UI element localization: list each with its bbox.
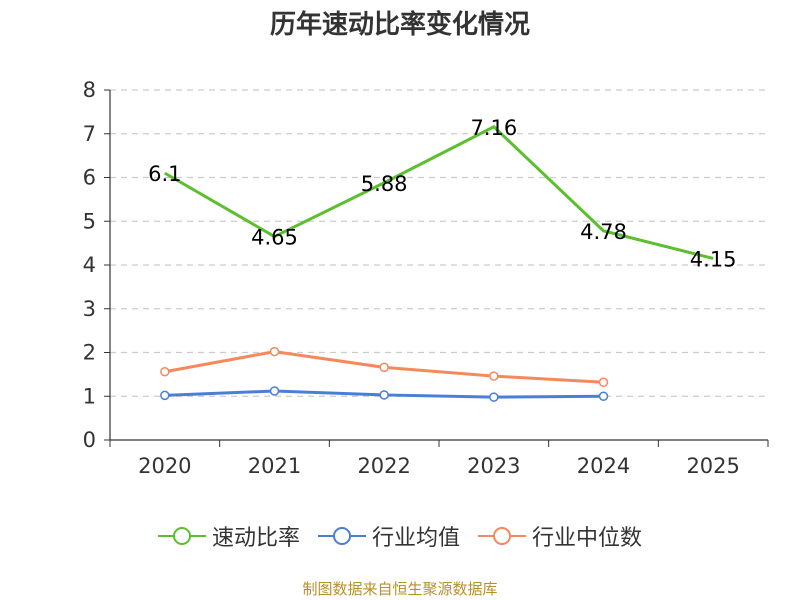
data-point xyxy=(160,390,170,401)
y-tick-label: 2 xyxy=(83,341,96,365)
x-tick-label: 2023 xyxy=(467,454,520,478)
axis-layer: 0 1 2 3 4 5 6 7 8 2020 2021 2022 2023 2024 2025 xyxy=(83,78,769,478)
series-line xyxy=(164,125,714,260)
legend-label: 行业均值 xyxy=(371,526,460,551)
legend-marker-icon xyxy=(317,527,366,545)
data-label: 4.78 xyxy=(580,220,627,244)
y-tick-label: 0 xyxy=(83,428,96,452)
x-tick-label: 2021 xyxy=(248,454,301,478)
data-point xyxy=(379,362,389,373)
y-tick-label: 3 xyxy=(83,297,96,321)
y-tick-label: 6 xyxy=(83,166,96,190)
data-label: 6.1 xyxy=(148,162,181,186)
data-label: 4.65 xyxy=(251,226,298,250)
data-point xyxy=(379,390,389,400)
y-tick-label: 4 xyxy=(83,253,96,277)
data-label: 4.15 xyxy=(690,247,737,271)
data-point xyxy=(489,392,499,402)
legend-item-industry-median[interactable]: 行业中位数 xyxy=(478,520,642,552)
y-tick-label: 7 xyxy=(83,122,96,146)
data-label-layer: 6.1 4.65 5.88 7.16 4.78 4.15 xyxy=(148,116,736,272)
series-layer xyxy=(160,125,714,402)
data-point xyxy=(269,346,280,357)
legend-marker-icon xyxy=(157,527,206,545)
legend-item-quick-ratio[interactable]: 速动比率 xyxy=(157,520,300,552)
legend-marker-icon xyxy=(478,527,526,545)
x-tick-label: 2020 xyxy=(138,454,191,478)
chart-title: 历年速动比率变化情况 xyxy=(269,10,530,40)
grid-layer xyxy=(110,89,768,397)
y-tick-label: 1 xyxy=(83,384,96,408)
data-label: 5.88 xyxy=(361,172,408,196)
data-point xyxy=(598,377,609,387)
x-tick-label: 2022 xyxy=(357,454,410,478)
data-point xyxy=(489,371,499,381)
y-tick-label: 5 xyxy=(83,209,96,233)
legend-item-industry-mean[interactable]: 行业均值 xyxy=(317,520,460,552)
data-point xyxy=(598,391,609,401)
data-label: 7.16 xyxy=(470,116,517,140)
legend-label: 行业中位数 xyxy=(532,526,643,551)
data-point xyxy=(269,386,280,396)
data-point xyxy=(160,367,170,377)
y-tick-label: 8 xyxy=(83,78,96,102)
x-tick-label: 2024 xyxy=(577,454,630,478)
x-tick-label: 2025 xyxy=(686,454,739,478)
legend: 速动比率 行业均值 行业中位数 xyxy=(0,520,800,552)
source-note: 制图数据来自恒生聚源数据库 xyxy=(302,580,498,598)
legend-label: 速动比率 xyxy=(211,526,300,551)
